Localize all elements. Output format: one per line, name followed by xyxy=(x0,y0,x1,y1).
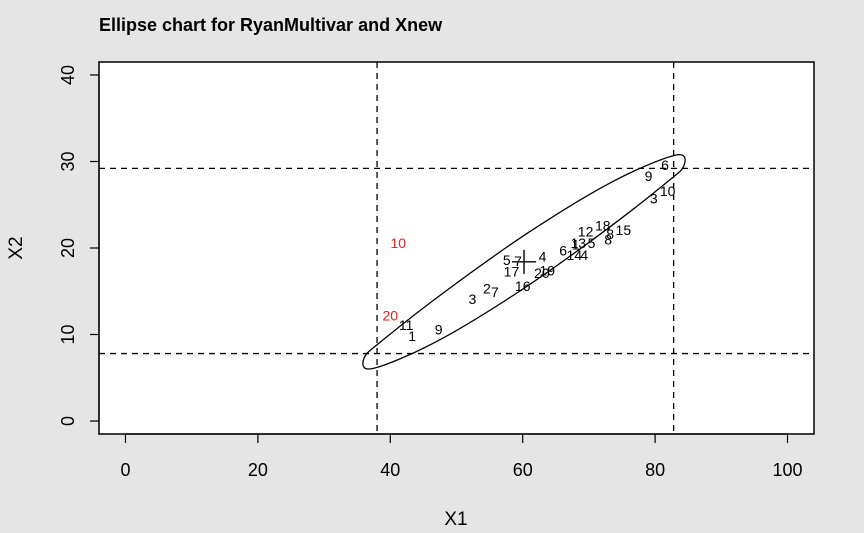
y-tick-label: 20 xyxy=(58,238,78,258)
point-label: 12 xyxy=(578,224,594,240)
point-label: 5 xyxy=(503,252,511,268)
point-label: 15 xyxy=(616,222,632,238)
point-label: 4 xyxy=(539,249,547,265)
point-label: 1 xyxy=(572,237,580,253)
point-label: 8 xyxy=(604,231,612,247)
control-ellipse xyxy=(362,154,686,370)
center-cross xyxy=(512,249,537,274)
point-label: 2 xyxy=(483,281,491,297)
x-axis: 0 20 40 60 80 100 xyxy=(120,433,803,480)
x-tick-label: 60 xyxy=(513,460,533,480)
point-label: 8 xyxy=(606,226,614,242)
point-label: 9 xyxy=(645,168,653,184)
point-label: 10 xyxy=(660,183,676,199)
plot-area xyxy=(98,61,815,435)
outlier-point-label: 10 xyxy=(390,235,406,251)
point-label: 17 xyxy=(504,263,520,279)
point-label: 14 xyxy=(567,247,583,263)
point-label: 20 xyxy=(534,265,550,281)
x-tick-label: 100 xyxy=(772,460,802,480)
x-axis-label: X1 xyxy=(444,509,467,530)
point-label: 1 xyxy=(408,328,416,344)
point-label: 11 xyxy=(399,317,414,333)
y-axis: 0 10 20 30 40 xyxy=(58,65,100,426)
point-label: 13 xyxy=(571,235,587,251)
x-tick-label: 0 xyxy=(120,460,130,480)
x-tick-label: 40 xyxy=(380,460,400,480)
outlier-point-label: 20 xyxy=(383,307,399,323)
point-label: 6 xyxy=(661,157,669,173)
point-label: 4 xyxy=(580,247,588,263)
point-label: 16 xyxy=(515,278,531,294)
point-label: 18 xyxy=(595,218,611,234)
point-label: 9 xyxy=(435,321,443,337)
y-axis-label: X2 xyxy=(6,236,27,259)
point-labels: 1234567891011121314151617181920345678912… xyxy=(383,157,676,344)
point-label: 6 xyxy=(559,243,567,259)
control-limit-lines xyxy=(99,62,814,434)
point-label: 5 xyxy=(588,235,596,251)
y-tick-label: 0 xyxy=(58,416,78,426)
y-tick-label: 40 xyxy=(58,65,78,85)
point-label: 3 xyxy=(650,191,658,207)
x-tick-label: 20 xyxy=(248,460,268,480)
point-label: 19 xyxy=(539,262,555,278)
y-tick-label: 10 xyxy=(58,324,78,344)
point-label: 7 xyxy=(491,284,499,300)
point-label: 7 xyxy=(514,253,522,269)
y-tick-label: 30 xyxy=(58,151,78,171)
chart-title: Ellipse chart for RyanMultivar and Xnew xyxy=(99,15,443,35)
x-tick-label: 80 xyxy=(645,460,665,480)
point-label: 3 xyxy=(468,291,476,307)
